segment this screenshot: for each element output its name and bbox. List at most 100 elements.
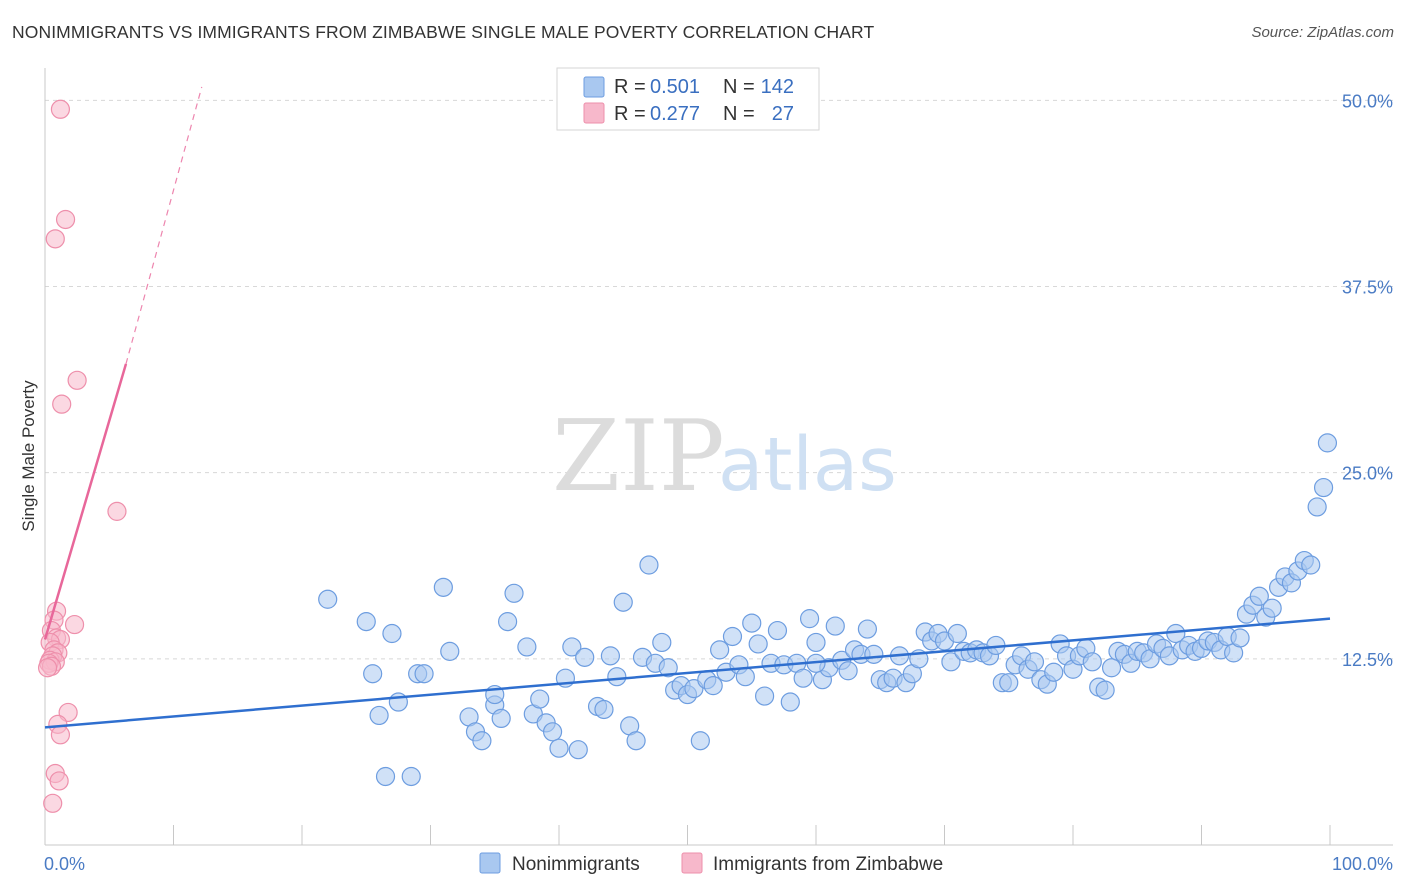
legend-n-label-2: N = bbox=[723, 103, 760, 125]
point-nonimmigrants-72 bbox=[864, 644, 884, 664]
y-axis-title: Single Male Poverty bbox=[19, 380, 38, 532]
point-nonimmigrants-11 bbox=[440, 641, 460, 661]
x-tick-label-1: 100.0% bbox=[1332, 854, 1393, 874]
point-nonimmigrants-23 bbox=[542, 722, 563, 742]
watermark-atlas: atlas bbox=[718, 422, 897, 508]
legend-swatch-nonimmigrants bbox=[583, 76, 605, 98]
watermark-zip: ZIP bbox=[552, 400, 725, 514]
bottom-legend-label-nonimmigrants: Nonimmigrants bbox=[512, 854, 640, 875]
legend-r-label-1: R = bbox=[614, 76, 651, 98]
point-nonimmigrants-50 bbox=[722, 626, 743, 647]
point-nonimmigrants-140 bbox=[1301, 555, 1321, 575]
y-tick-label-3: 50.0% bbox=[1342, 91, 1393, 111]
point-nonimmigrants-32 bbox=[607, 667, 627, 687]
point-nonimmigrants-1 bbox=[356, 612, 376, 632]
y-tick-labels: 12.5% 25.0% 37.5% 50.0% bbox=[1342, 91, 1393, 669]
point-nonimmigrants-0 bbox=[318, 589, 338, 609]
legend-n-label-1: N = bbox=[723, 76, 760, 98]
point-nonimmigrants-61 bbox=[793, 668, 813, 688]
point-nonimmigrants-106 bbox=[1082, 652, 1102, 672]
point-nonimmigrants-7 bbox=[401, 766, 421, 787]
point-nonimmigrants-4 bbox=[375, 766, 396, 787]
point-zimbabwe-4 bbox=[52, 394, 72, 414]
watermark: ZIP atlas bbox=[552, 400, 897, 514]
y-tick-label-2: 37.5% bbox=[1342, 278, 1393, 298]
legend-n-value-1: 142 bbox=[761, 76, 794, 98]
point-zimbabwe-2 bbox=[45, 229, 65, 249]
bottom-legend-swatch-zimbabwe bbox=[681, 852, 703, 874]
point-nonimmigrants-48 bbox=[710, 640, 730, 660]
point-nonimmigrants-134 bbox=[1262, 598, 1282, 618]
point-nonimmigrants-27 bbox=[568, 740, 588, 760]
point-zimbabwe-25 bbox=[49, 771, 69, 791]
point-nonimmigrants-59 bbox=[780, 692, 800, 712]
point-nonimmigrants-10 bbox=[433, 577, 453, 597]
legend-r-label-2: R = bbox=[614, 103, 651, 125]
point-nonimmigrants-37 bbox=[639, 555, 659, 575]
point-nonimmigrants-66 bbox=[825, 616, 845, 636]
point-nonimmigrants-62 bbox=[799, 609, 820, 629]
legend-n-value-2: 27 bbox=[772, 103, 794, 125]
point-zimbabwe-23 bbox=[50, 725, 71, 745]
point-nonimmigrants-52 bbox=[735, 667, 755, 687]
point-nonimmigrants-85 bbox=[947, 623, 967, 644]
point-nonimmigrants-129 bbox=[1230, 628, 1250, 648]
trend-lines bbox=[43, 86, 1331, 729]
point-nonimmigrants-47 bbox=[703, 676, 723, 696]
point-nonimmigrants-18 bbox=[504, 583, 524, 603]
bottom-legend-label-zimbabwe: Immigrants from Zimbabwe bbox=[713, 854, 943, 875]
point-nonimmigrants-14 bbox=[472, 731, 492, 751]
point-zimbabwe-5 bbox=[107, 501, 127, 521]
legend-r-value-2: 0.277 bbox=[650, 103, 700, 125]
point-zimbabwe-0 bbox=[50, 99, 71, 119]
point-nonimmigrants-109 bbox=[1101, 658, 1122, 678]
point-nonimmigrants-45 bbox=[690, 731, 710, 751]
point-zimbabwe-1 bbox=[55, 209, 76, 230]
trend-line-nonimmigrants bbox=[44, 617, 1331, 729]
point-nonimmigrants-9 bbox=[414, 664, 434, 684]
point-nonimmigrants-97 bbox=[1024, 652, 1045, 672]
bottom-legend: Nonimmigrants Immigrants from Zimbabwe bbox=[479, 852, 943, 875]
point-nonimmigrants-24 bbox=[549, 738, 569, 758]
point-nonimmigrants-100 bbox=[1044, 662, 1064, 682]
point-nonimmigrants-108 bbox=[1095, 680, 1115, 700]
point-nonimmigrants-71 bbox=[857, 619, 878, 639]
source-label: Source: ZipAtlas.com bbox=[1251, 24, 1394, 41]
chart-title: NONIMMIGRANTS VS IMMIGRANTS FROM ZIMBABW… bbox=[12, 22, 875, 42]
point-nonimmigrants-35 bbox=[626, 731, 646, 751]
y-tick-label-1: 25.0% bbox=[1342, 464, 1393, 484]
point-nonimmigrants-16 bbox=[491, 708, 511, 729]
trend-extension-zimbabwe bbox=[125, 86, 203, 365]
point-nonimmigrants-53 bbox=[742, 613, 762, 633]
point-zimbabwe-8 bbox=[64, 614, 85, 635]
point-nonimmigrants-21 bbox=[530, 689, 550, 709]
point-nonimmigrants-39 bbox=[652, 632, 672, 653]
point-nonimmigrants-93 bbox=[999, 673, 1019, 693]
point-nonimmigrants-30 bbox=[594, 699, 614, 720]
x-tick-label-0: 0.0% bbox=[44, 854, 85, 874]
point-nonimmigrants-31 bbox=[600, 646, 621, 666]
point-nonimmigrants-28 bbox=[575, 647, 595, 667]
point-nonimmigrants-132 bbox=[1249, 586, 1269, 606]
top-legend: R = 0.501 N = 142 R = 0.277 N = 27 bbox=[556, 67, 820, 131]
point-nonimmigrants-143 bbox=[1317, 433, 1338, 453]
axes bbox=[44, 68, 1393, 846]
point-nonimmigrants-26 bbox=[562, 637, 582, 657]
point-nonimmigrants-63 bbox=[806, 632, 826, 653]
legend-r-value-1: 0.501 bbox=[650, 76, 700, 98]
point-nonimmigrants-2 bbox=[369, 705, 389, 726]
point-nonimmigrants-3 bbox=[363, 664, 383, 684]
point-zimbabwe-20 bbox=[37, 658, 58, 678]
point-nonimmigrants-19 bbox=[517, 637, 537, 657]
point-zimbabwe-26 bbox=[43, 793, 63, 813]
point-nonimmigrants-84 bbox=[941, 652, 961, 672]
bottom-legend-swatch-nonimmigrants bbox=[479, 852, 501, 874]
gridlines bbox=[45, 99, 1393, 660]
point-nonimmigrants-33 bbox=[613, 592, 633, 612]
point-nonimmigrants-57 bbox=[767, 620, 788, 641]
y-tick-label-0: 12.5% bbox=[1342, 650, 1393, 670]
point-nonimmigrants-55 bbox=[754, 686, 775, 706]
point-nonimmigrants-68 bbox=[838, 661, 858, 681]
point-zimbabwe-3 bbox=[67, 370, 87, 390]
